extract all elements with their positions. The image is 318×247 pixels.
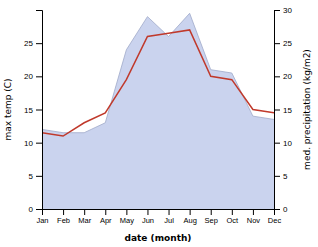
tick-label: 30 — [283, 6, 292, 15]
tick-mark — [211, 209, 212, 215]
tick: 10 — [274, 139, 292, 148]
tick-mark — [84, 209, 85, 215]
marks — [42, 13, 274, 209]
tick-mark — [36, 43, 42, 44]
tick-mark — [253, 209, 254, 215]
tick: 15 — [24, 106, 42, 115]
tick-label: 20 — [24, 72, 33, 81]
tick-mark — [36, 176, 42, 177]
tick-label: 5 — [29, 172, 34, 181]
tick: 5 — [29, 172, 42, 181]
tick-mark — [105, 209, 106, 215]
tick-label: Apr — [100, 216, 112, 225]
tick-mark — [274, 10, 280, 11]
tick: 20 — [24, 72, 42, 81]
axis-line — [43, 210, 275, 216]
tick: Sep — [205, 209, 218, 225]
tick: 15 — [274, 106, 292, 115]
tick-label: 15 — [283, 106, 292, 115]
tick-label: Oct — [226, 216, 239, 225]
tick: Dec — [268, 209, 282, 225]
plot: JanFebMarAprMayJunJulAugSepOctNovDec0510… — [24, 6, 292, 225]
tick-label: Feb — [57, 216, 70, 225]
tick-label: 0 — [29, 205, 34, 214]
y-axis: 0 5 10 15 20 25 — [24, 11, 42, 215]
tick-mark — [36, 76, 42, 77]
tick-label: Jul — [164, 216, 174, 225]
tick-mark — [274, 209, 280, 210]
y-axis-title: max temp (C) — [3, 78, 13, 140]
tick: Aug — [183, 209, 196, 225]
tick: 25 — [24, 39, 42, 48]
tick-label: 0 — [283, 205, 288, 214]
tick: Jul — [164, 209, 174, 225]
tick-label: 10 — [24, 139, 33, 148]
tick: Mar — [78, 209, 91, 225]
tick-mark — [147, 209, 148, 215]
tick-mark — [36, 209, 42, 210]
tick: 30 — [274, 6, 292, 15]
area — [42, 13, 274, 209]
tick: Oct — [226, 209, 239, 225]
y2-axis-title: med. precipitation (kg/m2) — [302, 49, 312, 170]
tick: 20 — [274, 72, 292, 81]
tick-label: Aug — [183, 216, 196, 225]
tick-mark — [36, 143, 42, 144]
tick-mark — [274, 76, 280, 77]
x-axis-title: date (month) — [125, 233, 192, 243]
tick: 25 — [274, 39, 292, 48]
tick: Jan — [36, 209, 48, 225]
tick-label: Sep — [205, 216, 218, 225]
x-axis: Jan Feb Mar Apr May Jun Jul Aug Sep Oct Nov Dec — [36, 209, 281, 225]
tick: 5 — [274, 172, 288, 181]
tick-label: Dec — [268, 216, 282, 225]
tick-mark — [169, 209, 170, 215]
tick-mark — [274, 43, 280, 44]
tick: Nov — [247, 209, 261, 225]
tick: 0 — [274, 205, 288, 214]
tick: Jun — [142, 209, 154, 225]
axis-line — [36, 11, 43, 210]
y2-axis: 0 5 10 15 20 25 30 — [274, 6, 292, 214]
area-outline — [42, 13, 274, 132]
axis-line — [275, 11, 281, 210]
tick-label: Mar — [78, 216, 91, 225]
line — [42, 30, 274, 136]
tick: Apr — [100, 209, 112, 225]
tick-label: 5 — [283, 172, 288, 181]
tick-label: 20 — [283, 72, 292, 81]
tick-mark — [36, 110, 42, 111]
tick-label: 15 — [24, 106, 33, 115]
tick-mark — [126, 209, 127, 215]
tick-label: Nov — [247, 216, 261, 225]
tick: Feb — [57, 209, 70, 225]
tick-mark — [63, 209, 64, 215]
tick-mark — [274, 143, 280, 144]
tick-label: Jun — [142, 216, 154, 225]
tick: May — [120, 209, 134, 225]
tick: 10 — [24, 139, 42, 148]
tick-label: 25 — [24, 39, 33, 48]
tick-label: 10 — [283, 139, 292, 148]
tick-label: Jan — [36, 216, 48, 225]
tick: 0 — [29, 205, 42, 214]
tick-mark — [232, 209, 233, 215]
tick-mark — [190, 209, 191, 215]
tick-mark — [274, 110, 280, 111]
tick-label: May — [120, 216, 134, 225]
chart: JanFebMarAprMayJunJulAugSepOctNovDec0510… — [0, 0, 318, 247]
tick-mark — [274, 176, 280, 177]
tick-label: 25 — [283, 39, 292, 48]
